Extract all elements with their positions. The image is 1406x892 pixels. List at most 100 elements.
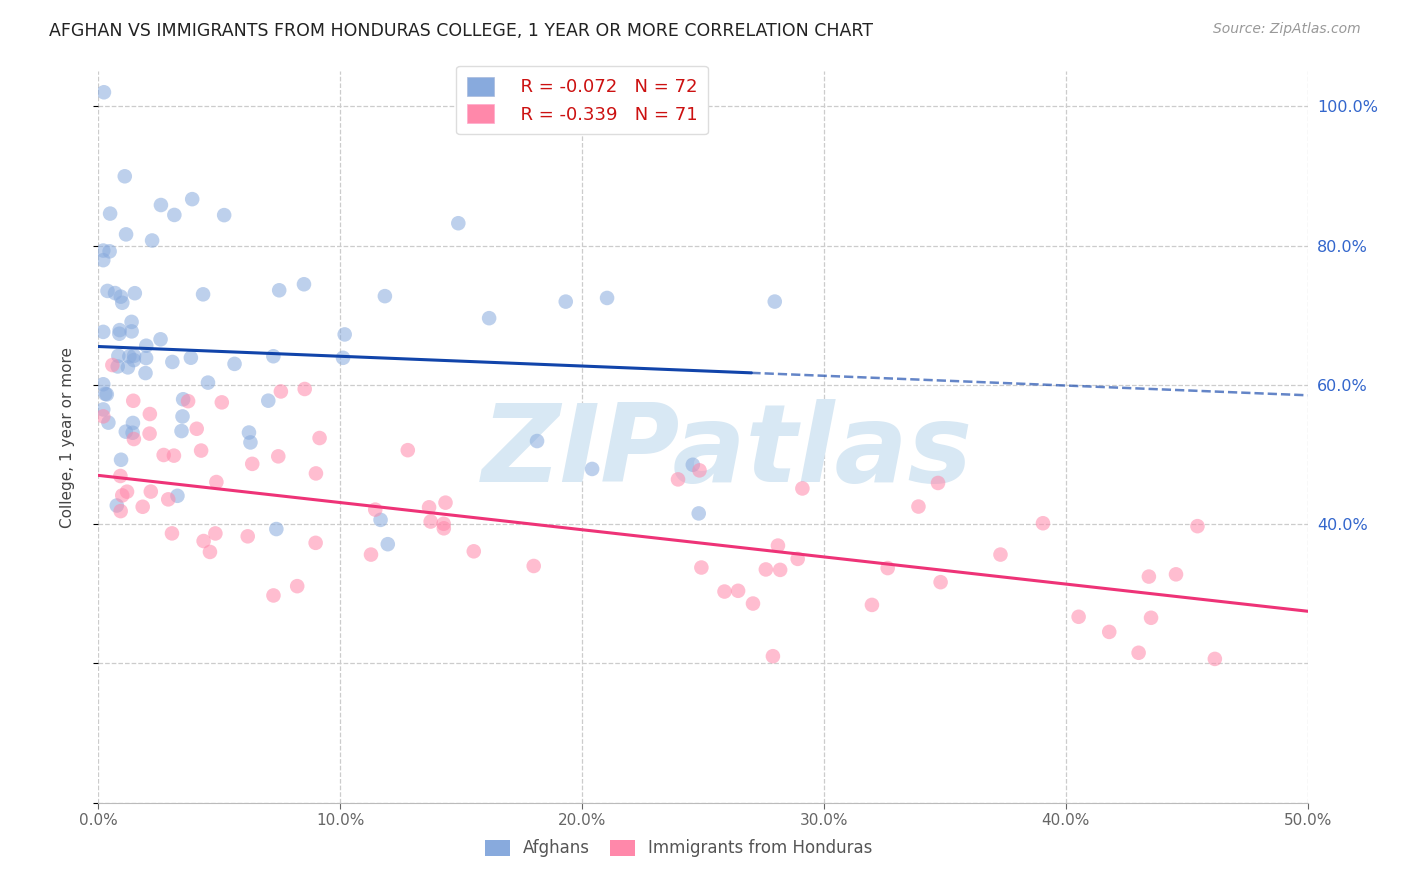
Point: [118, 350, 141, 364]
Point: [1032, 516, 1054, 531]
Point: [97, 416, 120, 430]
Point: [157, 492, 180, 507]
Point: [370, 513, 392, 527]
Point: [1140, 611, 1163, 625]
Point: [596, 291, 619, 305]
Point: [172, 409, 194, 424]
Point: [91, 402, 114, 417]
Point: [110, 452, 132, 467]
Point: [121, 425, 143, 440]
Point: [180, 351, 202, 365]
Point: [197, 376, 219, 390]
Point: [1098, 624, 1121, 639]
Point: [110, 290, 132, 304]
Point: [766, 539, 789, 553]
Point: [419, 515, 441, 529]
Point: [755, 562, 778, 576]
Point: [434, 496, 457, 510]
Point: [105, 499, 128, 513]
Text: ZIPatlas: ZIPatlas: [482, 399, 973, 505]
Point: [91, 377, 114, 392]
Point: [152, 448, 174, 462]
Point: [114, 425, 136, 439]
Point: [107, 349, 129, 363]
Point: [769, 563, 792, 577]
Point: [91, 244, 114, 258]
Point: [96, 387, 118, 401]
Point: [523, 559, 546, 574]
Point: [117, 360, 139, 375]
Point: [122, 393, 145, 408]
Y-axis label: College, 1 year or more: College, 1 year or more: [60, 347, 75, 527]
Point: [238, 425, 260, 440]
Point: [98, 206, 121, 220]
Point: [364, 502, 387, 516]
Point: [163, 208, 186, 222]
Point: [212, 208, 235, 222]
Point: [190, 443, 212, 458]
Point: [138, 426, 160, 441]
Text: AFGHAN VS IMMIGRANTS FROM HONDURAS COLLEGE, 1 YEAR OR MORE CORRELATION CHART: AFGHAN VS IMMIGRANTS FROM HONDURAS COLLE…: [49, 22, 873, 40]
Point: [91, 409, 114, 424]
Point: [666, 472, 689, 486]
Point: [135, 351, 157, 365]
Point: [876, 561, 898, 575]
Point: [257, 393, 280, 408]
Point: [122, 432, 145, 446]
Point: [713, 584, 735, 599]
Point: [285, 579, 308, 593]
Point: [240, 457, 263, 471]
Point: [377, 537, 399, 551]
Point: [204, 526, 226, 541]
Point: [111, 488, 134, 502]
Point: [688, 507, 710, 521]
Point: [332, 351, 354, 365]
Point: [267, 450, 290, 464]
Point: [396, 443, 419, 458]
Point: [205, 475, 228, 489]
Point: [172, 392, 194, 407]
Point: [689, 463, 711, 477]
Point: [742, 597, 765, 611]
Point: [727, 583, 749, 598]
Point: [91, 325, 114, 339]
Point: [114, 169, 136, 184]
Point: [135, 339, 157, 353]
Point: [266, 522, 288, 536]
Point: [907, 500, 929, 514]
Point: [93, 85, 115, 99]
Point: [108, 326, 131, 341]
Point: [478, 311, 501, 326]
Point: [927, 475, 949, 490]
Point: [463, 544, 485, 558]
Point: [160, 526, 183, 541]
Point: [122, 416, 145, 430]
Point: [134, 366, 156, 380]
Point: [554, 294, 576, 309]
Point: [1187, 519, 1209, 533]
Point: [1128, 646, 1150, 660]
Legend: Afghans, Immigrants from Honduras: Afghans, Immigrants from Honduras: [478, 832, 880, 864]
Point: [792, 482, 814, 496]
Point: [149, 198, 172, 212]
Point: [121, 325, 143, 339]
Point: [333, 327, 356, 342]
Point: [107, 359, 129, 374]
Point: [224, 357, 246, 371]
Point: [162, 355, 184, 369]
Point: [294, 382, 316, 396]
Point: [115, 227, 138, 242]
Point: [122, 353, 145, 368]
Point: [149, 332, 172, 346]
Point: [305, 467, 328, 481]
Point: [186, 422, 208, 436]
Point: [682, 458, 704, 472]
Point: [374, 289, 396, 303]
Point: [433, 521, 456, 535]
Point: [860, 598, 883, 612]
Point: [262, 589, 284, 603]
Point: [122, 349, 145, 363]
Point: [270, 384, 292, 399]
Point: [110, 504, 132, 518]
Point: [929, 575, 952, 590]
